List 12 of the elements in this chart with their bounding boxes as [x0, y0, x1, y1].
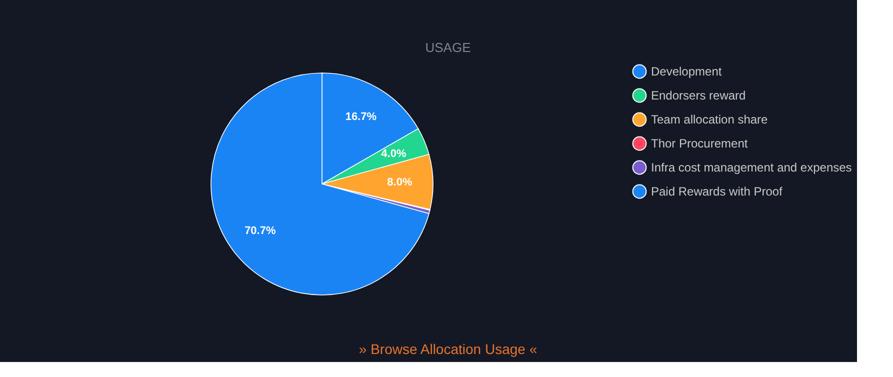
text: » Browse Allocation Usage « [358, 341, 538, 357]
legend-label: Endorsers reward [651, 88, 746, 102]
data-label: 16.7% [345, 110, 377, 123]
legend-label: Development [651, 64, 722, 78]
chart-title: USAGE [425, 40, 472, 55]
data-label: 70.7% [244, 225, 276, 238]
legend-label: Paid Rewards with Proof [651, 184, 784, 198]
legend-label: Thor Procurement [651, 136, 748, 150]
data-label: 8.0% [387, 176, 412, 189]
legend-label: Team allocation share [651, 112, 768, 126]
data-label: 4.0% [381, 148, 406, 160]
legend-label: Infra cost management and expenses [651, 160, 852, 174]
